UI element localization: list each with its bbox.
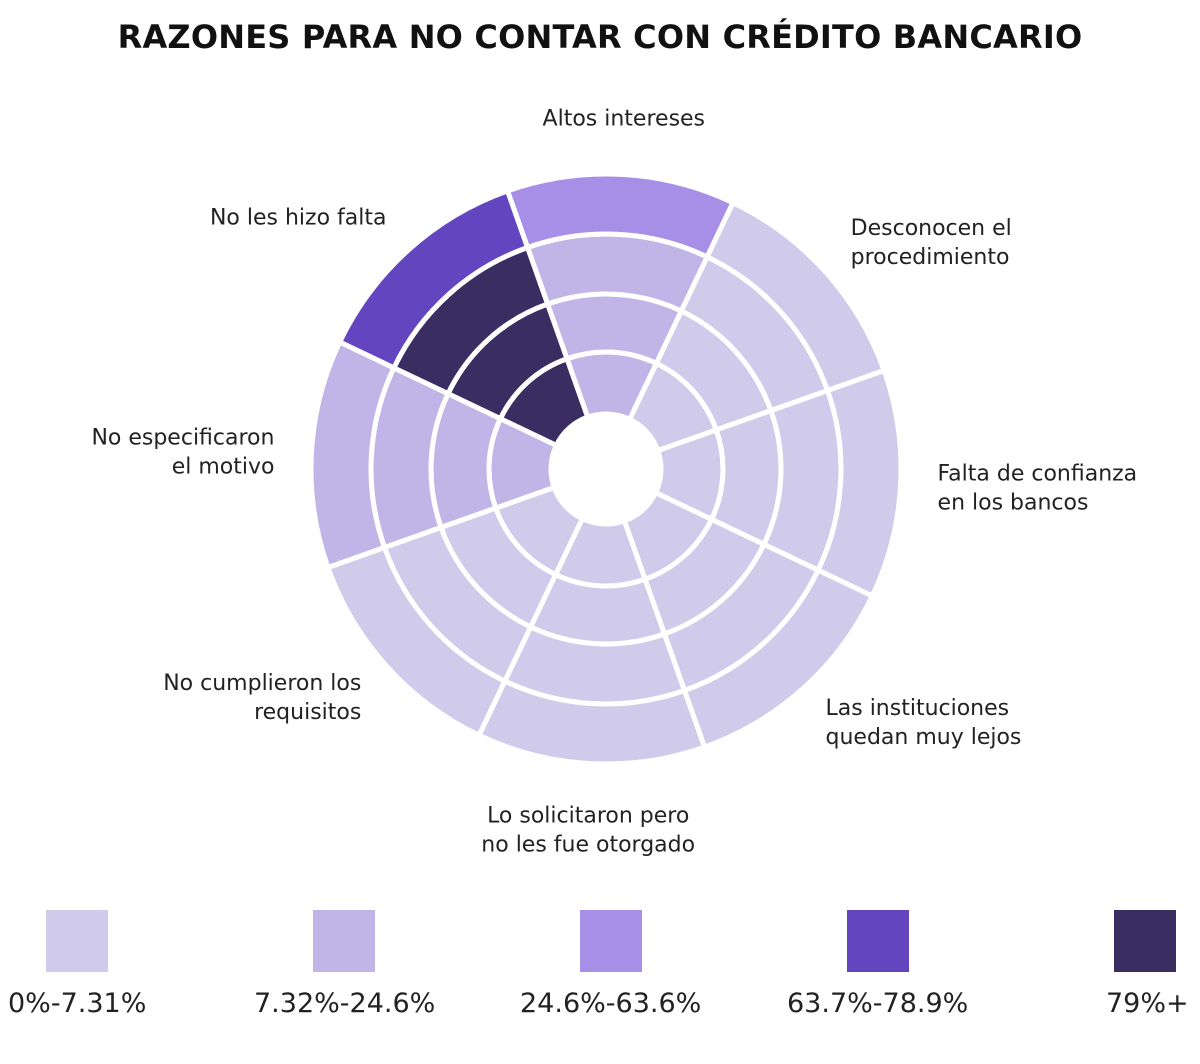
category-label-1: Desconocen el procedimiento bbox=[851, 216, 1012, 270]
category-label-2: Falta de confianza en los bancos bbox=[938, 461, 1138, 515]
legend-swatch-3 bbox=[847, 910, 909, 972]
category-label-4-line-1: no les fue otorgado bbox=[481, 833, 695, 858]
legend-label-2: 24.6%-63.6% bbox=[520, 988, 702, 1019]
category-label-7-line-0: No les hizo falta bbox=[210, 205, 387, 230]
category-label-3: Las instituciones quedan muy lejos bbox=[826, 696, 1022, 750]
category-label-6-line-1: el motivo bbox=[172, 455, 275, 480]
category-label-5: No cumplieron los requisitos bbox=[163, 671, 361, 725]
legend-swatch-2 bbox=[580, 910, 642, 972]
category-label-0: Altos intereses bbox=[543, 106, 705, 131]
category-labels: Altos intereses Desconocen el procedimient… bbox=[91, 106, 1137, 857]
cell-cat7-ring3 bbox=[336, 187, 531, 372]
legend-label-1: 7.32%-24.6% bbox=[254, 988, 436, 1019]
chart-title: RAZONES PARA NO CONTAR CON CRÉDITO BANCA… bbox=[117, 18, 1083, 56]
category-label-2-line-0: Falta de confianza bbox=[938, 461, 1138, 486]
radial-heatmap-chart: Altos intereses Desconocen el procedimient… bbox=[91, 106, 1137, 857]
category-label-5-line-1: requisitos bbox=[254, 700, 361, 725]
legend-swatch-1 bbox=[313, 910, 375, 972]
category-label-4: Lo solicitaron pero no les fue otorgado bbox=[481, 804, 695, 858]
category-label-1-line-0: Desconocen el bbox=[851, 216, 1012, 241]
category-label-6-line-0: No especificaron bbox=[91, 426, 274, 451]
category-label-2-line-1: en los bancos bbox=[938, 490, 1089, 515]
category-label-3-line-1: quedan muy lejos bbox=[826, 725, 1022, 750]
category-label-7: No les hizo falta bbox=[210, 205, 387, 230]
legend-swatch-4 bbox=[1114, 910, 1176, 972]
category-label-5-line-0: No cumplieron los bbox=[163, 671, 361, 696]
legend: 0%-7.31% 7.32%-24.6% 24.6%-63.6% 63.7%-7… bbox=[0, 900, 1200, 1040]
chart-cells bbox=[308, 171, 904, 767]
category-label-0-line-0: Altos intereses bbox=[543, 106, 705, 131]
category-label-4-line-0: Lo solicitaron pero bbox=[487, 804, 689, 829]
legend-label-4: 79%+ bbox=[1106, 988, 1189, 1019]
legend-swatch-0 bbox=[46, 910, 108, 972]
legend-label-3: 63.7%-78.9% bbox=[787, 988, 969, 1019]
category-label-3-line-0: Las instituciones bbox=[826, 696, 1010, 721]
legend-label-0: 0%-7.31% bbox=[8, 988, 147, 1019]
category-label-6: No especificaron el motivo bbox=[91, 426, 274, 480]
category-label-1-line-1: procedimiento bbox=[851, 245, 1010, 270]
